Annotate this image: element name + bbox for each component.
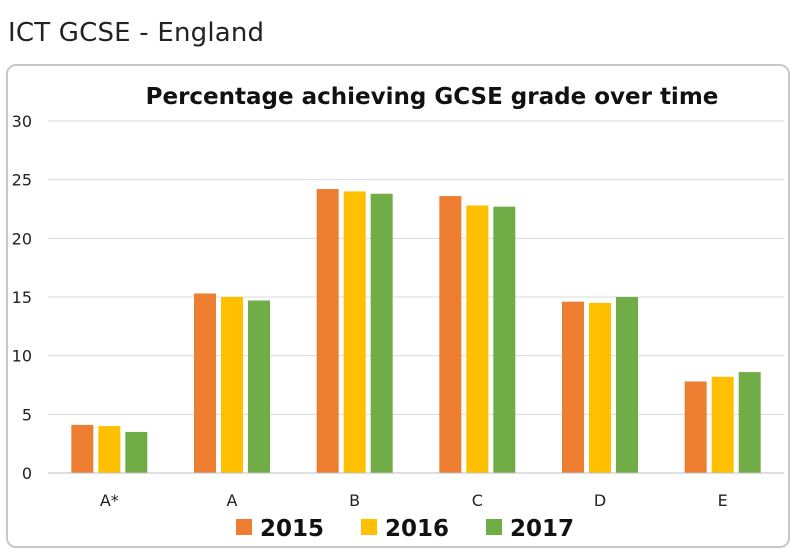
chart-title: Percentage achieving GCSE grade over tim… bbox=[146, 84, 719, 110]
bar-2015-D bbox=[562, 301, 584, 473]
y-tick-label: 25 bbox=[12, 171, 32, 190]
bar-2016-E bbox=[711, 376, 734, 473]
gridlines bbox=[48, 120, 784, 415]
bar-2016-A* bbox=[98, 426, 121, 473]
legend-label-2017: 2017 bbox=[510, 516, 574, 542]
bar-2017-A bbox=[248, 300, 270, 473]
y-tick-label: 30 bbox=[12, 112, 32, 131]
legend-label-2015: 2015 bbox=[260, 516, 324, 542]
bar-2016-B bbox=[343, 191, 366, 473]
legend-swatch-2015 bbox=[236, 519, 252, 535]
y-tick-label: 5 bbox=[22, 405, 32, 424]
bar-2017-E bbox=[738, 372, 761, 473]
x-tick-label: A bbox=[227, 491, 238, 510]
bar-2017-B bbox=[370, 193, 393, 473]
bar-2016-A bbox=[221, 297, 243, 473]
y-tick-label: 10 bbox=[12, 347, 32, 366]
bar-2015-E bbox=[684, 381, 707, 473]
bars bbox=[71, 189, 761, 474]
x-axis-ticks: A* A B C D E bbox=[100, 491, 728, 510]
bar-2016-D bbox=[589, 302, 611, 473]
bar-2015-B bbox=[316, 189, 339, 473]
y-tick-label: 15 bbox=[12, 288, 32, 307]
bar-2015-C bbox=[439, 196, 462, 474]
bar-2015-A* bbox=[71, 424, 94, 473]
x-tick-label: C bbox=[472, 491, 483, 510]
legend-label-2016: 2016 bbox=[385, 516, 449, 542]
legend-swatch-2016 bbox=[361, 519, 377, 535]
bar-2016-C bbox=[466, 205, 489, 474]
x-tick-label: D bbox=[594, 491, 606, 510]
page-title: ICT GCSE - England bbox=[8, 18, 265, 48]
y-axis-ticks: 0 5 10 15 20 25 30 bbox=[12, 112, 32, 483]
bar-2017-D bbox=[616, 297, 638, 473]
legend-swatch-2017 bbox=[486, 519, 502, 535]
bar-2017-C bbox=[493, 206, 516, 474]
y-tick-label: 20 bbox=[12, 229, 32, 248]
legend: 2015 2016 2017 bbox=[236, 516, 574, 542]
bar-2017-A* bbox=[125, 431, 148, 473]
x-tick-label: E bbox=[718, 491, 728, 510]
x-tick-label: A* bbox=[100, 491, 119, 510]
y-tick-label: 0 bbox=[22, 464, 32, 483]
bar-2015-A bbox=[194, 293, 216, 473]
x-tick-label: B bbox=[349, 491, 360, 510]
